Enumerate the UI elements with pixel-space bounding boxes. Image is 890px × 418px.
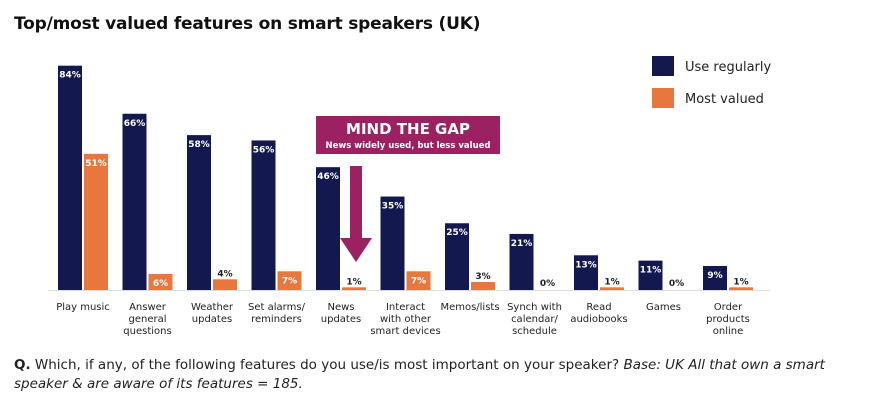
bar-value-label: 0% xyxy=(669,279,684,289)
bar-value-label: 56% xyxy=(253,145,275,155)
bar-value-label: 66% xyxy=(124,119,146,129)
footnote: Q. Which, if any, of the following featu… xyxy=(14,356,874,394)
bar-value-label: 35% xyxy=(382,202,404,212)
bar-value-label: 21% xyxy=(511,239,533,249)
footnote-q-label: Q. xyxy=(14,357,31,373)
legend-swatch xyxy=(652,88,674,108)
bar-value-label: 6% xyxy=(153,279,168,289)
footnote-base: Base: UK All that own a smart speaker & … xyxy=(14,357,825,392)
chart-title: Top/most valued features on smart speake… xyxy=(14,14,481,34)
bar-value-label: 0% xyxy=(540,279,555,289)
bar-most-valued xyxy=(471,281,495,290)
bar-use-regularly xyxy=(316,167,340,290)
category-label: Games xyxy=(646,302,681,313)
bar-use-regularly xyxy=(122,113,147,290)
bar-value-label: 1% xyxy=(604,277,619,287)
bar-value-label: 58% xyxy=(188,140,210,150)
category-label: Interact with other smart devices xyxy=(370,302,440,337)
category-label: Play music xyxy=(56,302,110,313)
footnote-question: Which, if any, of the following features… xyxy=(34,357,620,373)
legend-label: Most valued xyxy=(685,92,764,107)
bar-value-label: 7% xyxy=(282,276,297,286)
bar-value-label: 1% xyxy=(733,277,748,287)
bar-use-regularly xyxy=(574,255,598,290)
category-label: Weather updates xyxy=(191,302,234,325)
bar-value-label: 9% xyxy=(707,271,722,281)
bar-use-regularly xyxy=(638,260,663,290)
annotation-headline: MIND THE GAP xyxy=(346,120,470,138)
bar-value-label: 4% xyxy=(217,269,232,279)
bar-use-regularly xyxy=(703,265,727,290)
bar-value-label: 51% xyxy=(85,159,107,169)
bar-value-label: 46% xyxy=(317,172,339,182)
bar-use-regularly xyxy=(509,233,534,290)
annotation-box xyxy=(316,116,500,154)
category-label: Read audiobooks xyxy=(570,302,627,325)
bar-chart: 84% 51% Play music 66% 6% Answer general questi… xyxy=(48,56,772,337)
category-label: Order products online xyxy=(706,302,750,337)
bar-use-regularly xyxy=(187,135,211,290)
down-arrow-icon xyxy=(340,166,372,262)
category-label: Answer general questions xyxy=(123,302,171,337)
bar-use-regularly xyxy=(58,65,82,290)
bar-most-valued xyxy=(148,273,173,290)
bar-most-valued xyxy=(406,271,431,290)
bar-most-valued xyxy=(342,287,366,290)
bar-most-valued xyxy=(277,271,302,290)
bar-most-valued xyxy=(213,279,237,290)
bar-value-label: 13% xyxy=(575,260,597,270)
bar-use-regularly xyxy=(251,140,276,290)
category-label: Set alarms/reminders xyxy=(248,302,306,325)
bar-use-regularly xyxy=(380,196,405,290)
bar-value-label: 3% xyxy=(475,272,490,282)
category-label: Synch with calendar/schedule xyxy=(507,302,562,337)
bar-most-valued xyxy=(600,287,624,290)
category-label: Memos/lists xyxy=(440,302,499,313)
bar-value-label: 7% xyxy=(411,276,426,286)
annotation-subtext: News widely used, but less valued xyxy=(326,141,491,151)
bar-value-label: 11% xyxy=(640,266,662,276)
bar-most-valued xyxy=(729,287,753,290)
bar-value-label: 1% xyxy=(346,277,361,287)
category-label: News updates xyxy=(321,302,361,325)
bar-value-label: 25% xyxy=(446,228,468,238)
bar-value-label: 84% xyxy=(59,71,81,81)
legend-label: Use regularly xyxy=(685,60,772,75)
legend-swatch xyxy=(652,56,674,76)
bar-use-regularly xyxy=(445,223,469,290)
bar-most-valued xyxy=(84,153,108,290)
